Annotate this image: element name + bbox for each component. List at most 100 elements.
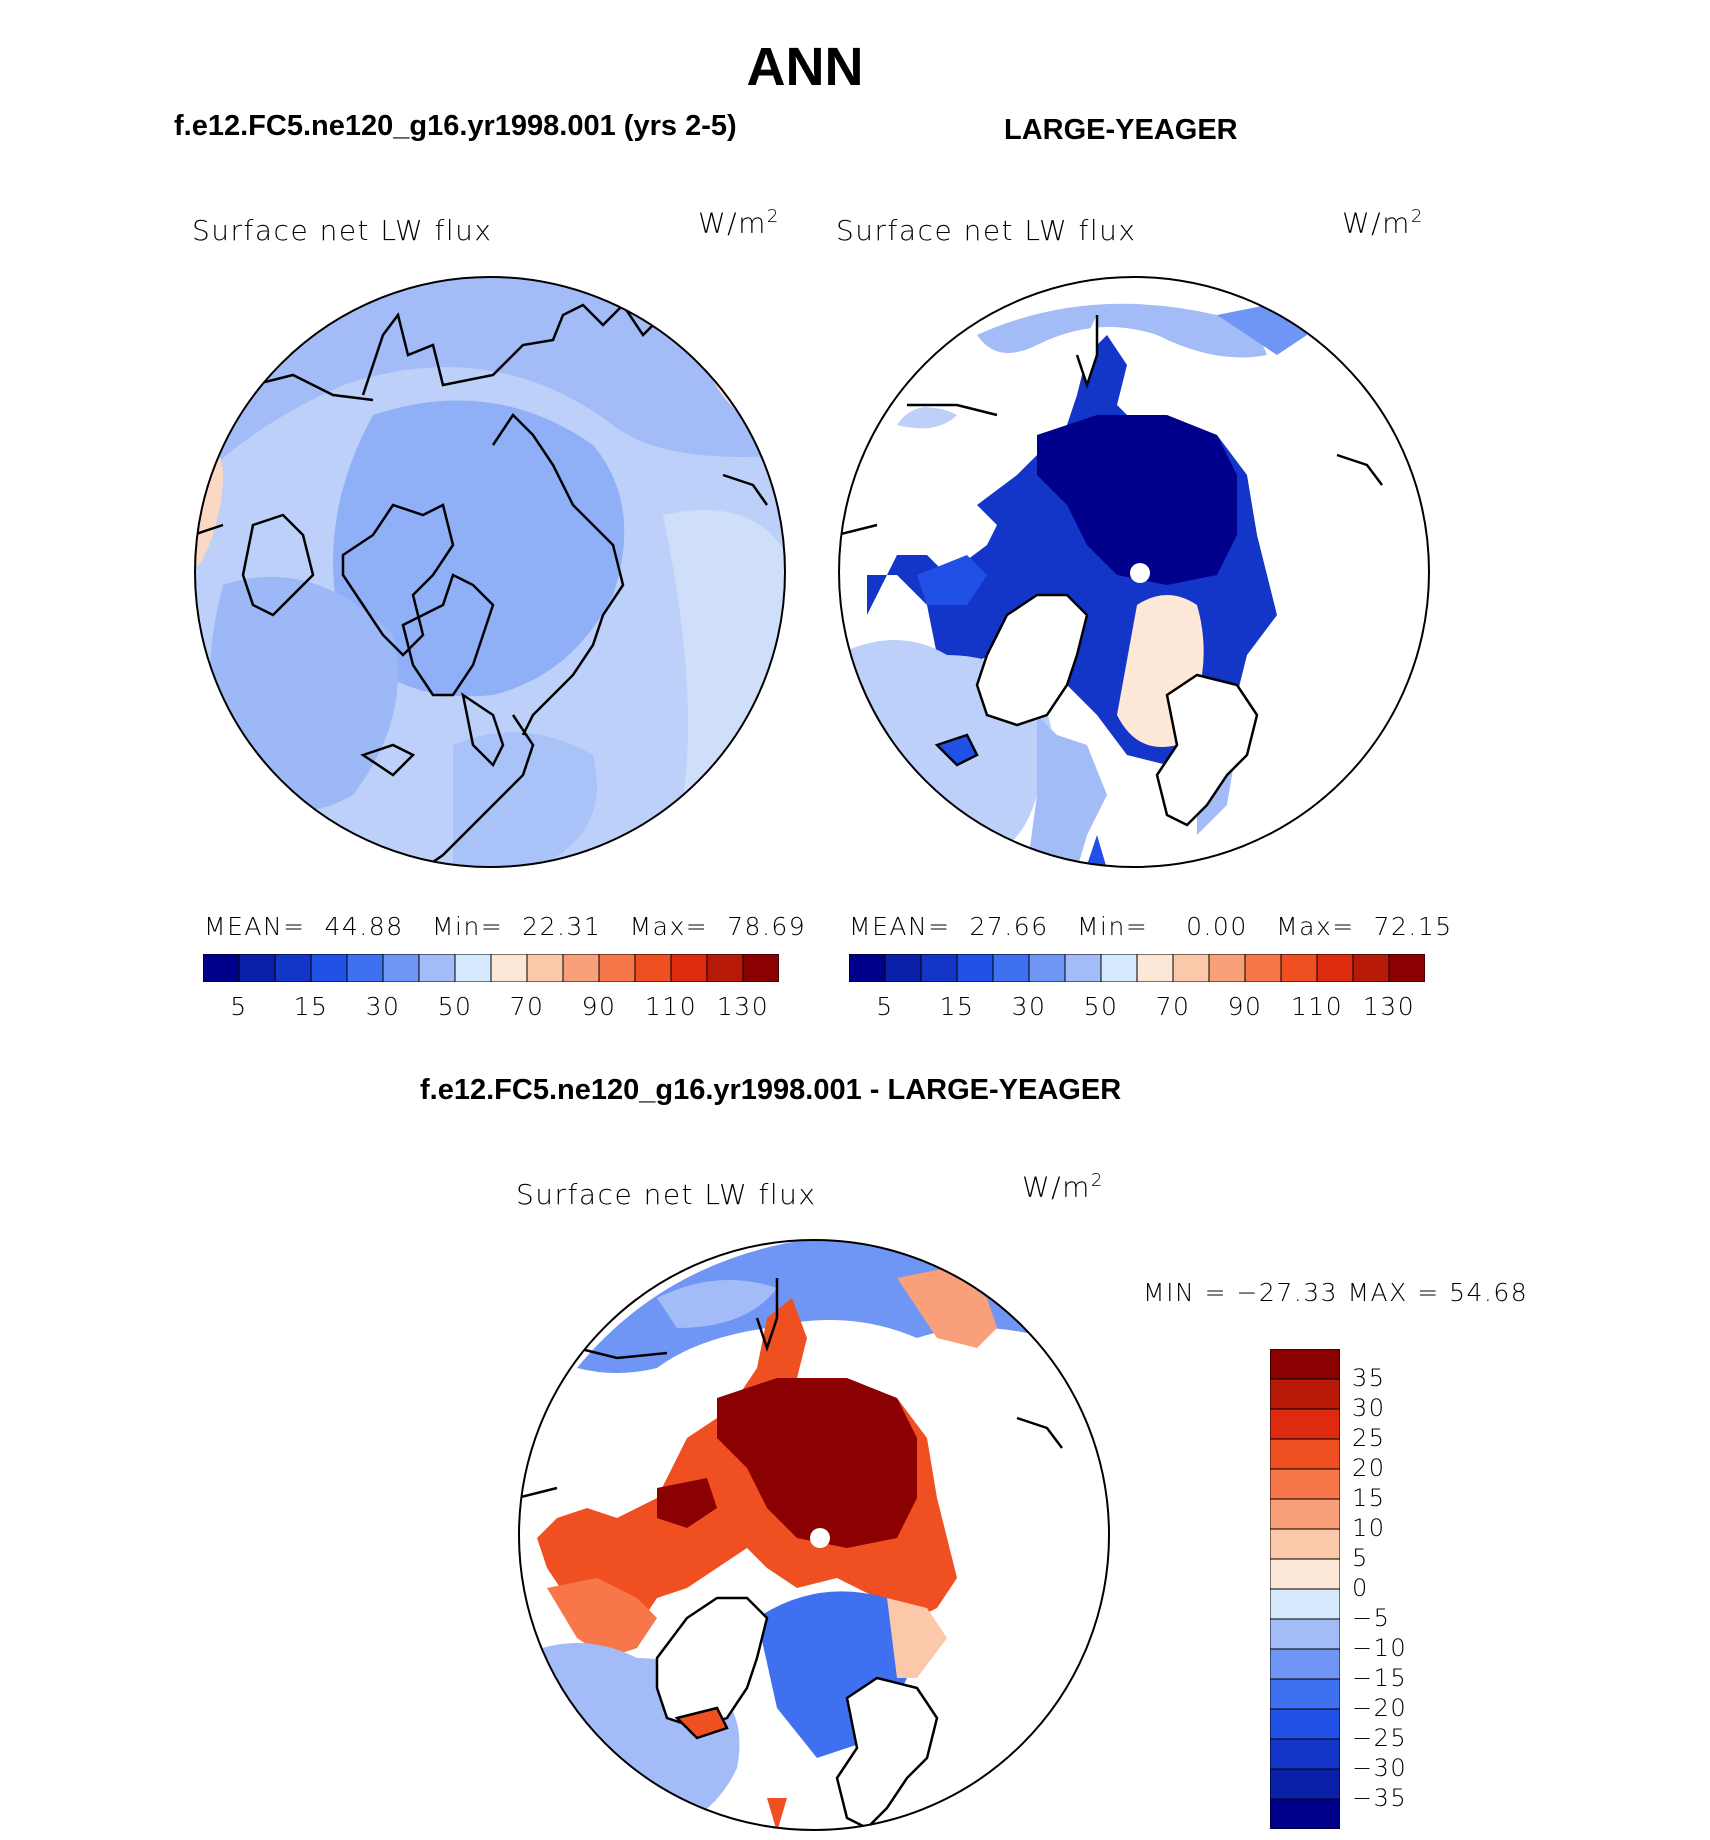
right-colorbar-box — [992, 954, 1030, 982]
diff-colorbar-box — [1270, 1708, 1340, 1740]
diff-colorbar-tick-label: −30 — [1352, 1754, 1408, 1782]
left-colorbar-box — [454, 954, 492, 982]
right-colorbar-box — [1244, 954, 1282, 982]
diff-colorbar-box — [1270, 1498, 1340, 1530]
diff-colorbar-tick-label: −10 — [1352, 1634, 1408, 1662]
right-max-label: Max= — [1276, 912, 1355, 941]
diff-minmax: MIN = −27.33 MAX = 54.68 — [1143, 1278, 1529, 1307]
diff-colorbar-box — [1270, 1798, 1340, 1829]
diff-colorbar-tick-label: 25 — [1352, 1424, 1386, 1452]
page-title: ANN — [746, 37, 864, 97]
left-colorbar-box — [418, 954, 456, 982]
diff-colorbar-tick-label: −20 — [1352, 1694, 1408, 1722]
left-colorbar — [203, 954, 779, 982]
diff-colorbar-box — [1270, 1558, 1340, 1590]
diff-colorbar-box — [1270, 1528, 1340, 1560]
left-colorbar-box — [598, 954, 636, 982]
left-colorbar-box — [310, 954, 348, 982]
diff-colorbar — [1270, 1349, 1340, 1829]
right-polar-map — [838, 276, 1430, 868]
right-colorbar-box — [956, 954, 994, 982]
left-colorbar-box — [238, 954, 276, 982]
right-colorbar-tick-label: 70 — [1155, 992, 1191, 1021]
right-colorbar-box — [1136, 954, 1174, 982]
right-mean-label: MEAN= — [849, 912, 951, 941]
diff-colorbar-tick-label: −5 — [1352, 1604, 1391, 1632]
diff-colorbar-tick-label: 5 — [1352, 1544, 1369, 1572]
right-colorbar — [849, 954, 1425, 982]
diff-case-title: f.e12.FC5.ne120_g16.yr1998.001 - LARGE-Y… — [420, 1074, 1122, 1106]
diff-colorbar-tick-label: 10 — [1352, 1514, 1386, 1542]
diff-colorbar-box — [1270, 1588, 1340, 1620]
diff-colorbar-tick-label: −25 — [1352, 1724, 1408, 1752]
right-colorbar-box — [920, 954, 958, 982]
left-min-value: 22.31 — [522, 912, 602, 941]
right-colorbar-box — [1064, 954, 1102, 982]
left-colorbar-box — [670, 954, 708, 982]
left-colorbar-tick-label: 50 — [437, 992, 473, 1021]
diff-field-label: Surface net LW flux — [516, 1178, 817, 1211]
right-colorbar-box — [884, 954, 922, 982]
left-colorbar-box — [490, 954, 528, 982]
right-max-value: 72.15 — [1373, 912, 1453, 941]
diff-colorbar-box — [1270, 1738, 1340, 1770]
left-colorbar-tick-label: 130 — [716, 992, 770, 1021]
left-colorbar-box — [562, 954, 600, 982]
left-field-label: Surface net LW flux — [192, 214, 493, 247]
left-colorbar-box — [742, 954, 779, 982]
diff-colorbar-box — [1270, 1378, 1340, 1410]
diff-colorbar-tick-label: 0 — [1352, 1574, 1369, 1602]
right-colorbar-tick-label: 5 — [876, 992, 894, 1021]
diff-units-exp: 2 — [1090, 1170, 1104, 1191]
diff-colorbar-tick-label: −15 — [1352, 1664, 1408, 1692]
diff-colorbar-box — [1270, 1349, 1340, 1380]
left-colorbar-tick-label: 30 — [365, 992, 401, 1021]
left-colorbar-box — [526, 954, 564, 982]
right-mean-value: 27.66 — [969, 912, 1049, 941]
diff-colorbar-box — [1270, 1618, 1340, 1650]
right-colorbar-tick-label: 110 — [1290, 992, 1344, 1021]
right-colorbar-tick-label: 15 — [939, 992, 975, 1021]
left-units: W/m2 — [698, 206, 780, 239]
left-max-label: Max= — [629, 912, 709, 941]
right-colorbar-box — [1316, 954, 1354, 982]
left-colorbar-tick-label: 70 — [509, 992, 545, 1021]
right-colorbar-box — [1280, 954, 1318, 982]
right-colorbar-tick-label: 30 — [1011, 992, 1047, 1021]
diff-colorbar-tick-label: 20 — [1352, 1454, 1386, 1482]
left-units-exp: 2 — [766, 206, 780, 227]
left-colorbar-tick-label: 90 — [581, 992, 617, 1021]
left-max-value: 78.69 — [727, 912, 807, 941]
diff-colorbar-box — [1270, 1408, 1340, 1440]
right-case-title: LARGE-YEAGER — [1004, 114, 1238, 146]
left-colorbar-tick-label: 15 — [293, 992, 329, 1021]
right-colorbar-box — [1100, 954, 1138, 982]
diff-units-base: W/m — [1022, 1170, 1091, 1204]
right-units: W/m2 — [1342, 206, 1424, 239]
left-colorbar-box — [382, 954, 420, 982]
right-field-label: Surface net LW flux — [836, 214, 1137, 247]
left-units-base: W/m — [698, 206, 767, 240]
left-colorbar-box — [634, 954, 672, 982]
right-colorbar-box — [1388, 954, 1425, 982]
left-colorbar-box — [706, 954, 744, 982]
right-colorbar-box — [1172, 954, 1210, 982]
right-colorbar-box — [849, 954, 886, 982]
left-colorbar-box — [346, 954, 384, 982]
diff-colorbar-box — [1270, 1438, 1340, 1470]
left-case-title: f.e12.FC5.ne120_g16.yr1998.001 (yrs 2-5) — [174, 110, 737, 142]
diff-units: W/m2 — [1022, 1170, 1104, 1203]
left-stats: MEAN= 44.88 Min= 22.31 Max= 78.69 — [204, 912, 805, 941]
right-colorbar-box — [1352, 954, 1390, 982]
right-colorbar-box — [1208, 954, 1246, 982]
left-colorbar-tick-label: 110 — [644, 992, 698, 1021]
diff-colorbar-tick-label: 30 — [1352, 1394, 1386, 1422]
right-colorbar-box — [1028, 954, 1066, 982]
right-colorbar-tick-label: 130 — [1362, 992, 1416, 1021]
right-units-base: W/m — [1342, 206, 1411, 240]
diff-colorbar-tick-label: 15 — [1352, 1484, 1386, 1512]
left-min-label: Min= — [431, 912, 504, 941]
diff-colorbar-box — [1270, 1678, 1340, 1710]
right-min-label: Min= — [1076, 912, 1149, 941]
right-colorbar-tick-label: 90 — [1227, 992, 1263, 1021]
